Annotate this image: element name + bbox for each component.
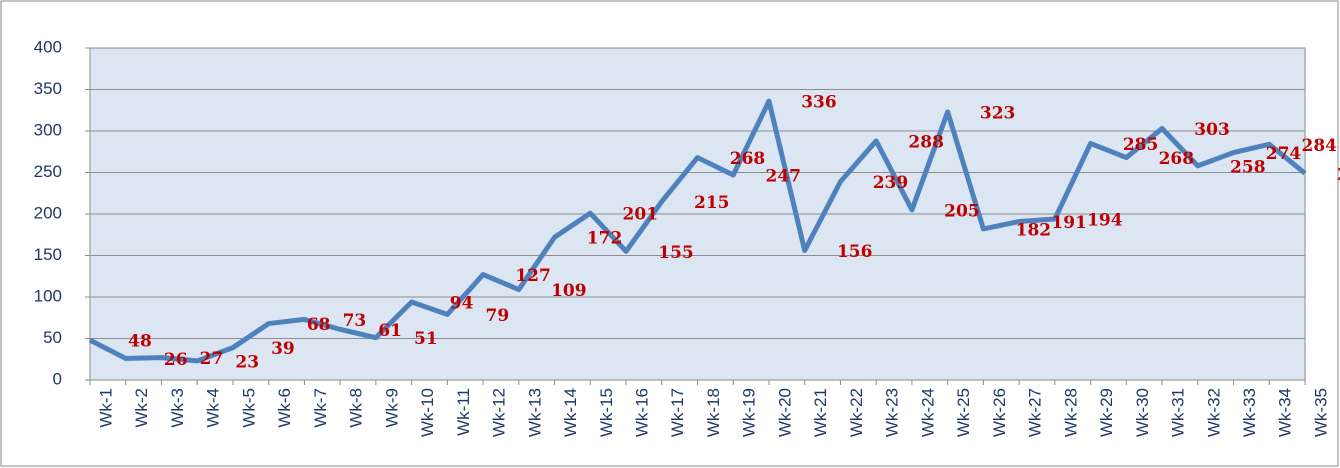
x-tick-label: Wk-10 [418,388,437,437]
x-tick-label: Wk-28 [1061,388,1080,437]
x-tick-label: Wk-9 [382,388,401,428]
data-label: 323 [980,103,1016,123]
data-label: 274 [1266,144,1302,164]
x-tick-label: Wk-12 [490,388,509,437]
x-tick-label: Wk-11 [454,388,473,436]
y-tick-label: 50 [43,328,62,347]
data-label: 155 [658,243,694,263]
data-label: 127 [515,266,551,286]
x-tick-label: Wk-1 [96,388,115,428]
y-tick-label: 250 [34,162,62,181]
data-label: 27 [200,349,224,369]
x-tick-label: Wk-35 [1311,388,1330,437]
x-tick-label: Wk-31 [1169,388,1188,437]
x-tick-label: Wk-22 [847,388,866,437]
data-label: 39 [271,339,295,359]
x-tick-label: Wk-32 [1204,388,1223,437]
data-label: 247 [765,166,801,186]
data-label: 194 [1087,210,1123,230]
data-label: 205 [944,201,980,221]
x-tick-label: Wk-7 [311,388,330,428]
x-tick-label: Wk-13 [525,388,544,437]
data-label: 26 [164,350,188,370]
x-tick-label: Wk-30 [1133,388,1152,437]
data-label: 215 [694,193,730,213]
x-tick-label: Wk-29 [1097,388,1116,437]
data-label: 23 [235,352,259,372]
x-tick-label: Wk-18 [704,388,723,437]
x-tick-label: Wk-26 [990,388,1009,437]
line [88,98,1307,364]
data-label: 73 [343,311,367,331]
data-label: 258 [1230,157,1266,177]
y-tick-label: 400 [34,37,62,56]
data-label: 336 [801,93,837,113]
data-label: 285 [1123,135,1159,155]
x-tick-label: Wk-16 [633,388,652,437]
y-tick-label: 200 [34,203,62,222]
x-tick-label: Wk-20 [775,388,794,437]
x-tick-label: Wk-3 [168,388,187,428]
data-label: 268 [1159,149,1195,169]
x-tick-label: Wk-2 [132,388,151,428]
x-tick-label: Wk-25 [954,388,973,437]
x-tick-label: Wk-19 [740,388,759,437]
y-tick-label: 100 [34,286,62,305]
y-tick-label: 350 [34,79,62,98]
data-label: 182 [1016,220,1052,240]
data-label: 249 [1337,165,1340,185]
x-tick-label: Wk-33 [1240,388,1259,437]
x-tick-label: Wk-4 [204,388,223,428]
data-label: 68 [307,315,331,335]
x-tick-label: Wk-8 [347,388,366,428]
y-tick-label: 150 [34,245,62,264]
y-tick-label: 0 [53,369,62,388]
x-tick-label: Wk-6 [275,388,294,428]
x-tick-label: Wk-15 [597,388,616,437]
data-label: 284 [1302,136,1338,156]
x-tick-label: Wk-21 [811,388,830,437]
data-label: 61 [378,321,402,341]
y-tick-label: 300 [34,120,62,139]
x-tick-label: Wk-34 [1276,388,1295,437]
data-label: 109 [551,281,587,301]
x-tick-label: Wk-5 [239,388,258,428]
x-tick-label: Wk-17 [668,388,687,437]
data-label: 239 [873,173,909,193]
data-label: 288 [908,132,944,152]
data-label: 51 [414,329,438,349]
data-label: 303 [1194,120,1230,140]
data-label: 172 [587,229,623,249]
data-label: 191 [1051,213,1087,233]
data-label: 201 [623,205,659,225]
x-tick-label: Wk-27 [1026,388,1045,437]
data-label: 268 [730,149,766,169]
x-tick-label: Wk-14 [561,388,580,437]
data-label: 79 [486,306,510,326]
data-label: 48 [128,332,152,352]
data-label: 94 [450,293,474,313]
x-tick-label: Wk-24 [918,388,937,437]
data-label: 156 [837,242,873,262]
x-tick-label: Wk-23 [883,388,902,437]
